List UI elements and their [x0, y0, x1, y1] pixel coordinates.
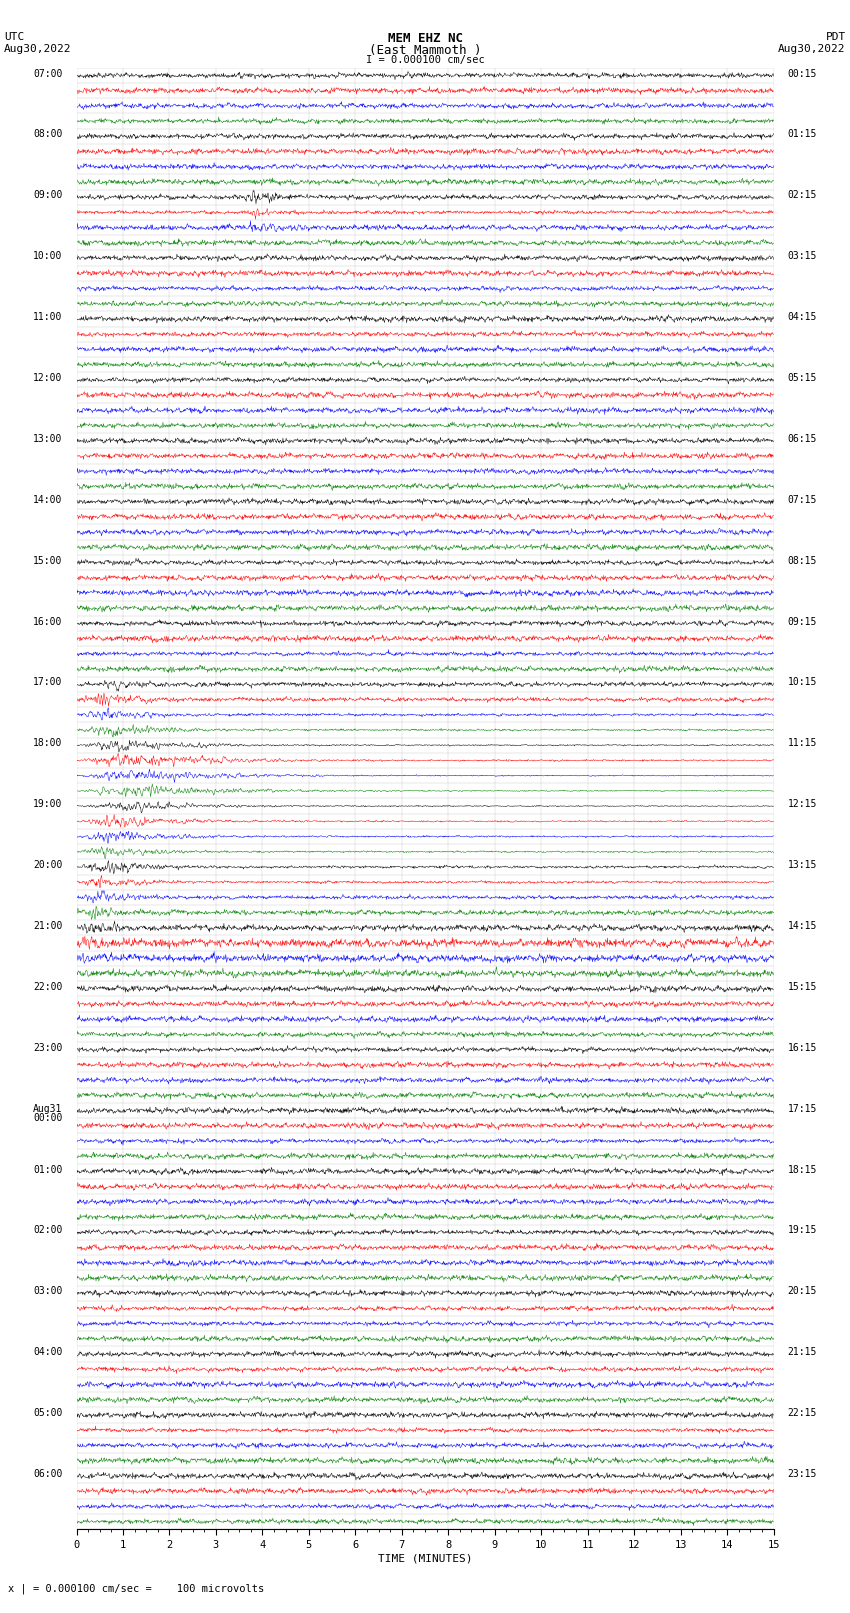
Text: 14:00: 14:00: [33, 495, 63, 505]
Text: 13:15: 13:15: [787, 860, 817, 869]
Text: 20:15: 20:15: [787, 1286, 817, 1297]
Text: 13:00: 13:00: [33, 434, 63, 444]
Text: 05:00: 05:00: [33, 1408, 63, 1418]
Text: 03:15: 03:15: [787, 252, 817, 261]
Text: 20:00: 20:00: [33, 860, 63, 869]
Text: 01:15: 01:15: [787, 129, 817, 139]
Text: 16:15: 16:15: [787, 1042, 817, 1053]
Text: PDT: PDT: [825, 32, 846, 42]
Text: 11:00: 11:00: [33, 311, 63, 323]
Text: 19:15: 19:15: [787, 1226, 817, 1236]
Text: 23:15: 23:15: [787, 1469, 817, 1479]
Text: 10:00: 10:00: [33, 252, 63, 261]
Text: 12:00: 12:00: [33, 373, 63, 382]
Text: 07:15: 07:15: [787, 495, 817, 505]
Text: 07:00: 07:00: [33, 68, 63, 79]
Text: 15:15: 15:15: [787, 982, 817, 992]
Text: 08:15: 08:15: [787, 555, 817, 566]
Text: 11:15: 11:15: [787, 739, 817, 748]
Text: 09:15: 09:15: [787, 616, 817, 626]
Text: 04:00: 04:00: [33, 1347, 63, 1357]
Text: 00:15: 00:15: [787, 68, 817, 79]
Text: 05:15: 05:15: [787, 373, 817, 382]
Text: 02:15: 02:15: [787, 190, 817, 200]
Text: 21:00: 21:00: [33, 921, 63, 931]
Text: 16:00: 16:00: [33, 616, 63, 626]
Text: Aug31
00:00: Aug31 00:00: [33, 1103, 63, 1123]
Text: 08:00: 08:00: [33, 129, 63, 139]
Text: 23:00: 23:00: [33, 1042, 63, 1053]
Text: UTC: UTC: [4, 32, 25, 42]
Text: I = 0.000100 cm/sec: I = 0.000100 cm/sec: [366, 55, 484, 65]
Text: 06:15: 06:15: [787, 434, 817, 444]
Text: 18:15: 18:15: [787, 1165, 817, 1174]
Text: 22:15: 22:15: [787, 1408, 817, 1418]
Text: MEM EHZ NC: MEM EHZ NC: [388, 32, 462, 45]
X-axis label: TIME (MINUTES): TIME (MINUTES): [377, 1553, 473, 1563]
Text: 17:00: 17:00: [33, 677, 63, 687]
Text: x | = 0.000100 cm/sec =    100 microvolts: x | = 0.000100 cm/sec = 100 microvolts: [8, 1582, 264, 1594]
Text: 12:15: 12:15: [787, 798, 817, 810]
Text: 02:00: 02:00: [33, 1226, 63, 1236]
Text: 17:15: 17:15: [787, 1103, 817, 1113]
Text: (East Mammoth ): (East Mammoth ): [369, 44, 481, 56]
Text: 04:15: 04:15: [787, 311, 817, 323]
Text: Aug30,2022: Aug30,2022: [4, 44, 71, 53]
Text: 22:00: 22:00: [33, 982, 63, 992]
Text: 19:00: 19:00: [33, 798, 63, 810]
Text: 15:00: 15:00: [33, 555, 63, 566]
Text: 03:00: 03:00: [33, 1286, 63, 1297]
Text: 21:15: 21:15: [787, 1347, 817, 1357]
Text: 06:00: 06:00: [33, 1469, 63, 1479]
Text: 10:15: 10:15: [787, 677, 817, 687]
Text: 01:00: 01:00: [33, 1165, 63, 1174]
Text: 18:00: 18:00: [33, 739, 63, 748]
Text: 09:00: 09:00: [33, 190, 63, 200]
Text: Aug30,2022: Aug30,2022: [779, 44, 846, 53]
Text: 14:15: 14:15: [787, 921, 817, 931]
